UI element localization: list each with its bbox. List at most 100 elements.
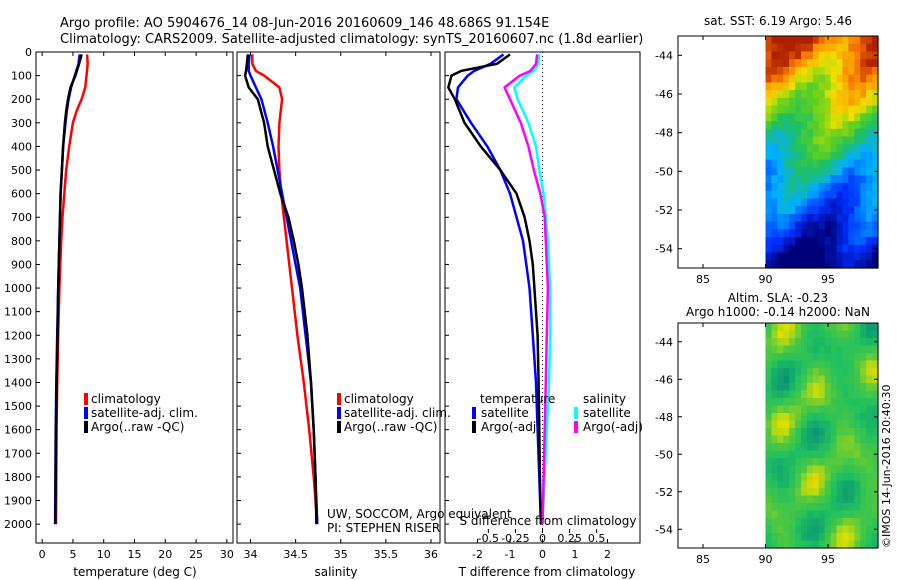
map-cell (812, 136, 820, 145)
map-cell (801, 252, 808, 261)
map-cell (824, 82, 832, 91)
map-cell (771, 237, 778, 246)
map-cell (854, 450, 861, 459)
map-cell (818, 525, 826, 534)
map-cell (824, 435, 832, 444)
map-cell (765, 450, 773, 459)
map-cell (789, 36, 796, 45)
map-cell (806, 390, 814, 399)
map-cell (795, 473, 802, 482)
map-cell (777, 206, 784, 215)
map-cell (806, 540, 814, 549)
map-cell (795, 159, 802, 169)
map-cell (789, 221, 796, 230)
map-cell (836, 495, 844, 504)
map-cell (806, 113, 814, 122)
legend-label-climatology: climatology (91, 392, 161, 406)
map-cell (806, 465, 814, 474)
map-cell (818, 175, 826, 184)
map-cell (818, 503, 826, 512)
map-cell (789, 480, 796, 489)
map-cell (866, 420, 873, 429)
map-cell (771, 473, 778, 482)
map-cell (789, 458, 796, 467)
map-cell (860, 260, 867, 269)
legend-label-climatology: climatology (344, 392, 414, 406)
map-cell (830, 190, 838, 199)
legend-title-temperature: temperature (480, 392, 555, 406)
map-cell (872, 353, 879, 362)
map-cell (866, 252, 873, 261)
map-cell (842, 368, 849, 377)
map-cell (854, 121, 861, 130)
map-cell (866, 533, 873, 542)
map-cell (854, 97, 861, 107)
map-cell (872, 74, 879, 83)
map-cell (860, 413, 867, 422)
map-cell (842, 66, 849, 76)
map-cell (783, 480, 790, 489)
map-cell (872, 36, 879, 45)
map-cell (854, 503, 861, 512)
map-cell (783, 435, 790, 444)
y-tick-label: 1400 (4, 376, 32, 389)
map-cell (872, 473, 879, 482)
map-cell (777, 190, 784, 199)
map-cell (789, 405, 796, 414)
map-cell (842, 405, 849, 414)
map-cell (783, 198, 790, 207)
map-cell (842, 182, 849, 192)
map-cell (860, 66, 867, 76)
map-cell (860, 353, 867, 362)
map-cell (771, 113, 778, 122)
map-cell (801, 405, 808, 414)
map-cell (801, 323, 808, 332)
map-cell (765, 360, 773, 369)
map-cell (765, 229, 773, 238)
map-cell (818, 518, 826, 527)
map-cell (795, 105, 802, 114)
map-cell (872, 428, 879, 437)
map-cell (795, 360, 802, 369)
map-cell (842, 167, 849, 176)
map-cell (866, 435, 873, 444)
map-cell (783, 390, 790, 399)
map-cell (783, 420, 790, 429)
map-cell (818, 345, 826, 354)
map-cell (842, 213, 849, 223)
map-cell (842, 128, 849, 138)
map-cell (854, 323, 861, 332)
map-cell (801, 420, 808, 429)
map-cell (801, 383, 808, 392)
map-cell (842, 465, 849, 474)
legend-label-s-satellite: satellite (583, 406, 631, 420)
map-cell (783, 413, 790, 422)
map-cell (872, 152, 879, 161)
x-tick-label: 1 (572, 548, 579, 561)
map-cell (860, 190, 867, 199)
map-cell (872, 66, 879, 76)
map-cell (818, 473, 826, 482)
map-cell (801, 59, 808, 68)
map-cell (771, 503, 778, 512)
map-cell (777, 113, 784, 122)
map-cell (812, 435, 820, 444)
temperature-legend: climatology satellite-adj. clim. Argo(..… (84, 392, 198, 434)
map-cell (848, 82, 855, 91)
map-cell (765, 390, 773, 399)
map-cell (801, 97, 808, 107)
map-cell (783, 473, 790, 482)
y-tick-label: 900 (11, 258, 32, 271)
map-cell (848, 43, 855, 53)
y-tick-label: 200 (11, 93, 32, 106)
map-cell (812, 375, 820, 384)
map-cell (806, 36, 814, 45)
map-cell (842, 144, 849, 153)
map-cell (795, 428, 802, 437)
map-cell (801, 260, 808, 269)
map-cell (836, 66, 844, 76)
map-cell (771, 105, 778, 114)
map-cell (806, 66, 814, 76)
map-cell (783, 465, 790, 474)
map-cell (771, 36, 778, 45)
